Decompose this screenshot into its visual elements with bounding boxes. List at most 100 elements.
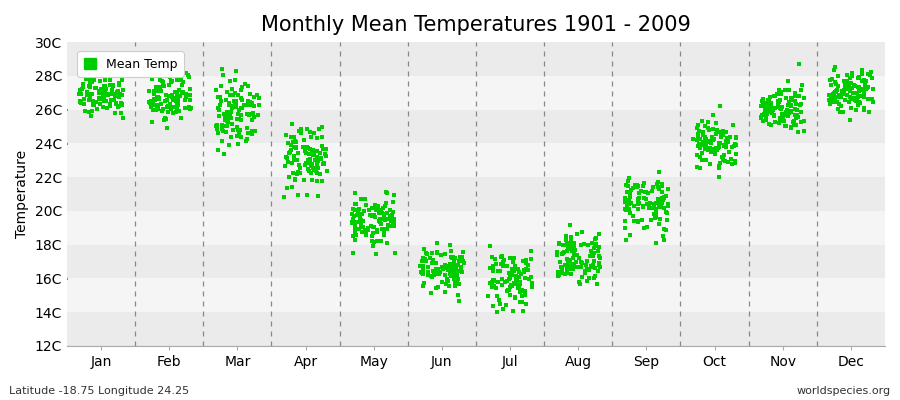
Point [861, 96, 876, 102]
Point [849, 98, 863, 104]
Point [833, 94, 848, 100]
Point [690, 121, 705, 128]
Point [570, 230, 584, 237]
Point [233, 112, 248, 118]
Point [511, 285, 526, 292]
Point [224, 105, 238, 111]
Point [179, 105, 194, 111]
Point [428, 269, 442, 275]
Point [384, 218, 399, 224]
Point [698, 136, 713, 142]
Point [282, 174, 296, 180]
Point [712, 139, 726, 146]
Point [696, 139, 710, 145]
Point [347, 212, 362, 219]
Point [713, 160, 727, 166]
Point [558, 262, 572, 268]
Point [572, 279, 586, 286]
Point [501, 287, 516, 293]
Point [590, 241, 604, 247]
Point [589, 235, 603, 242]
Point [760, 114, 774, 121]
Point [146, 107, 160, 114]
Point [649, 211, 663, 217]
Point [304, 134, 319, 140]
Point [512, 280, 526, 286]
Point [277, 194, 292, 200]
Point [374, 216, 389, 222]
Point [359, 231, 374, 238]
Point [450, 270, 464, 277]
Point [698, 146, 712, 152]
Point [631, 219, 645, 226]
Point [151, 95, 166, 102]
Point [384, 214, 399, 220]
Point [142, 99, 157, 106]
Point [631, 218, 645, 225]
Bar [67, 143, 885, 177]
Point [828, 88, 842, 95]
Point [112, 82, 127, 88]
Point [492, 297, 507, 303]
Point [319, 150, 333, 157]
Point [506, 255, 520, 262]
Point [220, 118, 235, 125]
Point [490, 309, 504, 315]
Point [584, 248, 598, 254]
Point [863, 72, 878, 78]
Point [350, 212, 365, 218]
Point [418, 256, 433, 262]
Point [162, 92, 176, 99]
Point [484, 279, 499, 286]
Point [212, 107, 227, 113]
Point [580, 242, 595, 248]
Point [213, 94, 228, 100]
Point [635, 204, 650, 210]
Point [841, 86, 855, 92]
Point [287, 176, 302, 182]
Point [151, 106, 166, 112]
Point [430, 250, 445, 256]
Point [289, 144, 303, 151]
Point [451, 292, 465, 298]
Point [183, 92, 197, 98]
Point [373, 218, 387, 225]
Point [638, 188, 652, 195]
Point [561, 264, 575, 270]
Point [644, 188, 659, 194]
Point [790, 129, 805, 135]
Point [241, 102, 256, 108]
Point [94, 96, 108, 102]
Point [588, 243, 602, 249]
Point [73, 100, 87, 106]
Point [103, 82, 117, 88]
Point [243, 99, 257, 106]
Point [852, 100, 867, 106]
Point [590, 268, 605, 274]
Point [416, 265, 430, 271]
Point [83, 96, 97, 102]
Point [718, 129, 733, 135]
Point [349, 201, 364, 207]
Point [655, 197, 670, 204]
Point [784, 124, 798, 130]
Point [176, 78, 190, 85]
Point [773, 104, 788, 111]
Point [623, 200, 637, 206]
Point [301, 157, 315, 163]
Point [96, 91, 111, 97]
Point [235, 84, 249, 90]
Point [826, 91, 841, 98]
Point [184, 105, 198, 112]
Point [622, 198, 636, 204]
Point [655, 181, 670, 188]
Point [354, 217, 368, 224]
Point [697, 157, 711, 163]
Point [782, 87, 796, 93]
Point [724, 156, 738, 162]
Point [521, 262, 535, 269]
Point [852, 86, 867, 92]
Point [374, 216, 388, 222]
Point [96, 91, 111, 97]
Point [760, 97, 775, 104]
